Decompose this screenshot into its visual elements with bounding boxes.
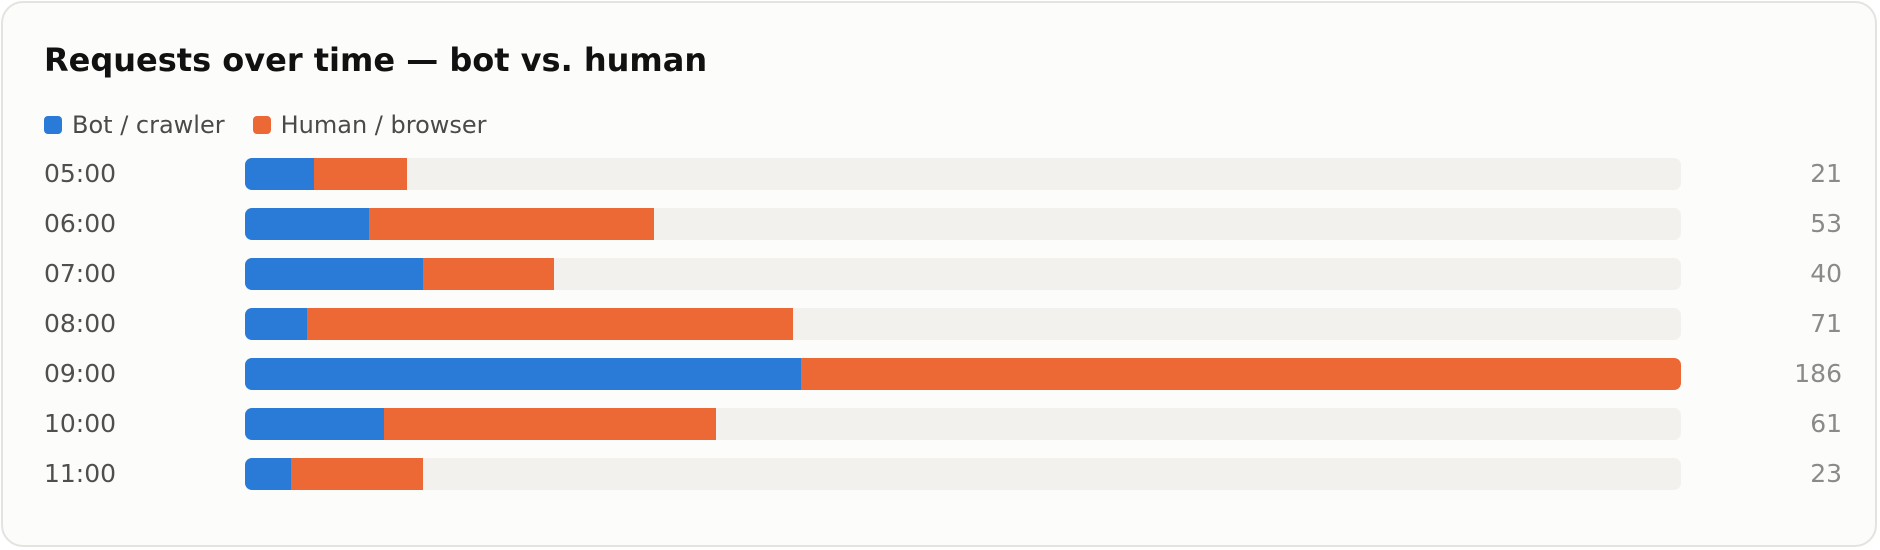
row-total: 186 bbox=[1794, 359, 1842, 388]
bar-segment-human bbox=[800, 358, 1681, 390]
legend-swatch-human bbox=[252, 116, 271, 134]
row-total: 61 bbox=[1810, 409, 1842, 438]
legend-label-bot: Bot / crawler bbox=[72, 111, 225, 139]
bar-rows: 05:00 21 06:00 53 07:00 40 08:00 71 09:00 186 10:0… bbox=[44, 158, 1844, 508]
bar-segment-human bbox=[422, 258, 554, 290]
category-label: 10:00 bbox=[44, 409, 117, 438]
bar-track bbox=[245, 358, 1681, 390]
legend-label-human: Human / browser bbox=[280, 111, 487, 139]
row-total: 53 bbox=[1810, 209, 1842, 238]
bar-track bbox=[245, 408, 1681, 440]
bar-row: 05:00 21 bbox=[44, 158, 1844, 190]
bar-track bbox=[245, 308, 1681, 340]
category-label: 11:00 bbox=[44, 459, 117, 488]
chart-title: Requests over time — bot vs. human bbox=[44, 41, 708, 79]
bar-segment-human bbox=[383, 408, 716, 440]
row-total: 21 bbox=[1810, 159, 1842, 188]
bar-row: 06:00 53 bbox=[44, 208, 1844, 240]
bar-row: 10:00 61 bbox=[44, 408, 1844, 440]
category-label: 06:00 bbox=[44, 209, 117, 238]
bar-row: 07:00 40 bbox=[44, 258, 1844, 290]
row-total: 71 bbox=[1810, 309, 1842, 338]
category-label: 09:00 bbox=[44, 359, 117, 388]
bar-segment-bot bbox=[245, 358, 801, 390]
bar-track bbox=[245, 158, 1681, 190]
bar-row: 11:00 23 bbox=[44, 458, 1844, 490]
bar-segment-bot bbox=[245, 258, 423, 290]
bar-track bbox=[245, 458, 1681, 490]
bar-segment-bot bbox=[245, 458, 292, 490]
bar-row: 09:00 186 bbox=[44, 358, 1844, 390]
row-total: 40 bbox=[1810, 259, 1842, 288]
category-label: 08:00 bbox=[44, 309, 117, 338]
row-total: 23 bbox=[1810, 459, 1842, 488]
bar-segment-human bbox=[306, 308, 794, 340]
bar-track bbox=[245, 258, 1681, 290]
legend-swatch-bot bbox=[44, 116, 62, 134]
legend-item-bot: Bot / crawler bbox=[44, 111, 225, 139]
legend-item-human: Human / browser bbox=[252, 111, 487, 139]
bar-segment-human bbox=[314, 158, 408, 190]
category-label: 05:00 bbox=[44, 159, 117, 188]
bar-segment-human bbox=[291, 458, 423, 490]
chart-legend: Bot / crawler Human / browser bbox=[44, 109, 515, 141]
bar-segment-human bbox=[368, 208, 655, 240]
bar-segment-bot bbox=[245, 408, 384, 440]
category-label: 07:00 bbox=[44, 259, 117, 288]
bar-segment-bot bbox=[245, 308, 307, 340]
bar-segment-bot bbox=[245, 208, 369, 240]
bar-track bbox=[245, 208, 1681, 240]
bar-row: 08:00 71 bbox=[44, 308, 1844, 340]
bar-segment-bot bbox=[245, 158, 315, 190]
